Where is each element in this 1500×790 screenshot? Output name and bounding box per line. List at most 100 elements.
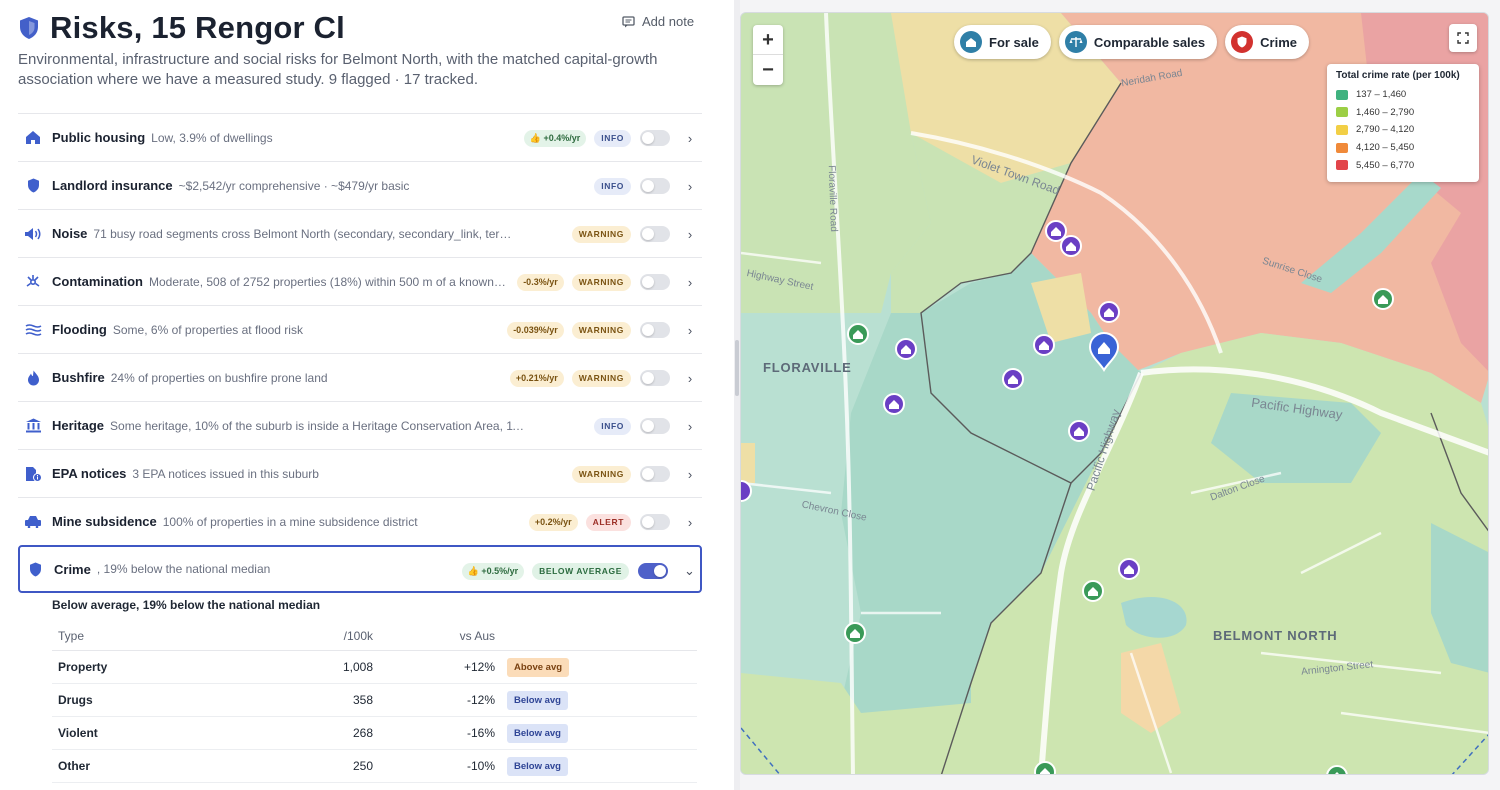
risk-row-contamination[interactable]: Contamination Moderate, 508 of 2752 prope…: [18, 257, 702, 305]
growth-pill: +0.21%/yr: [509, 369, 564, 387]
house-icon: [960, 31, 982, 53]
for-sale-marker[interactable]: [847, 323, 869, 345]
comparable-sale-marker[interactable]: [1068, 420, 1090, 442]
header-vs-aus: vs Aus: [459, 628, 495, 643]
crime-comparison-badge: Below avg: [507, 690, 568, 710]
chevron-right-icon[interactable]: ›: [687, 514, 693, 530]
chevron-right-icon[interactable]: ›: [687, 226, 693, 242]
map-layer-toggle[interactable]: [640, 226, 670, 242]
road-minor: [741, 251, 1488, 774]
risk-row-heritage[interactable]: Heritage Some heritage, 10% of the suburb…: [18, 401, 702, 449]
for-sale-marker[interactable]: [844, 622, 866, 644]
comparable-sale-marker[interactable]: [1118, 558, 1140, 580]
shield-icon: [26, 560, 44, 578]
chevron-right-icon[interactable]: ›: [687, 130, 693, 146]
legend-swatch: [1336, 124, 1348, 135]
risk-row-controls: -0.039%/yr WARNING ›: [507, 306, 694, 354]
comparable-sale-marker[interactable]: [1045, 220, 1067, 242]
risk-name: Bushfire: [52, 370, 105, 385]
map-layer-toggle[interactable]: [640, 178, 670, 194]
zoom-control: + −: [753, 25, 783, 85]
chevron-right-icon[interactable]: ›: [687, 274, 693, 290]
crime-table-row: Drugs 358 -12% Below avg: [52, 684, 697, 717]
legend-label: 4,120 – 5,450: [1356, 142, 1415, 154]
suburb-border: [920, 82, 1142, 484]
risk-row-epa-notices[interactable]: EPA notices 3 EPA notices issued in this …: [18, 449, 702, 497]
shield-icon: [1231, 31, 1254, 53]
chevron-right-icon[interactable]: ›: [687, 466, 693, 482]
risk-row-bushfire[interactable]: Bushfire 24% of properties on bushfire pr…: [18, 353, 702, 401]
comparable-sale-marker[interactable]: [883, 393, 905, 415]
for-sale-chip[interactable]: For sale: [954, 25, 1051, 59]
for-sale-marker[interactable]: [1372, 288, 1394, 310]
risk-description: Moderate, 508 of 2752 properties (18%) w…: [149, 274, 506, 289]
page-title: Risks, 15 Rengor Cl: [50, 10, 345, 45]
map-layer-toggle[interactable]: [640, 370, 670, 386]
risk-row-flooding[interactable]: Flooding Some, 6% of properties at flood …: [18, 305, 702, 353]
legend-item: 1,460 – 2,790: [1336, 104, 1470, 122]
risk-description: ~$2,542/yr comprehensive · ~$479/yr basi…: [178, 178, 410, 193]
crime-table-row: Property 1,008 +12% Above avg: [52, 651, 697, 684]
for-sale-marker[interactable]: [1326, 765, 1348, 775]
comparable-sale-marker[interactable]: [1060, 235, 1082, 257]
risk-name: Contamination: [52, 274, 143, 289]
chevron-right-icon[interactable]: ›: [687, 178, 693, 194]
risk-name: Public housing: [52, 130, 146, 145]
risk-row-mine-subsidence[interactable]: Mine subsidence 100% of properties in a m…: [18, 497, 702, 545]
chevron-down-icon[interactable]: ⌄: [684, 563, 695, 578]
map-layer-toggle[interactable]: [640, 514, 670, 530]
comparable-sale-marker[interactable]: [1002, 368, 1024, 390]
risk-row-crime[interactable]: Crime , 19% below the national median 👍 +0…: [18, 545, 702, 593]
crime-rate: 358: [352, 693, 373, 707]
fullscreen-button[interactable]: [1449, 24, 1477, 52]
crime-type: Drugs: [58, 693, 93, 707]
risk-row-noise[interactable]: Noise 71 busy road segments cross Belmont…: [18, 209, 702, 257]
map-layer-toggle[interactable]: [640, 418, 670, 434]
add-note-button[interactable]: Add note: [622, 14, 694, 29]
risk-description: , 19% below the national median: [96, 562, 271, 576]
for-sale-marker[interactable]: [1082, 580, 1104, 602]
add-note-label: Add note: [642, 14, 695, 29]
risk-row-landlord-insurance[interactable]: Landlord insurance ~$2,542/yr comprehensi…: [18, 161, 702, 209]
growth-pill: +0.2%/yr: [528, 513, 578, 531]
map-layer-toggle[interactable]: [640, 466, 670, 482]
risk-row-public-housing[interactable]: Public housing Low, 3.9% of dwellings 👍 +0…: [18, 113, 702, 161]
risk-row-controls: 👍 +0.5%/yr BELOW AVERAGE ⌄: [461, 547, 695, 595]
shield-icon: [24, 177, 42, 195]
header-type: Type: [58, 628, 85, 643]
map-layer-toggle[interactable]: [640, 130, 670, 146]
risk-row-controls: WARNING ›: [571, 450, 694, 498]
comparable-sale-marker[interactable]: [1098, 301, 1120, 323]
panel-splitter[interactable]: [734, 0, 740, 790]
for-sale-marker[interactable]: [1034, 761, 1056, 775]
chevron-right-icon[interactable]: ›: [687, 418, 693, 434]
chevron-right-icon[interactable]: ›: [687, 370, 693, 386]
comparable-sales-chip[interactable]: Comparable sales: [1058, 25, 1218, 59]
risk-name: Crime: [54, 561, 91, 577]
splitter-grip[interactable]: [735, 340, 739, 396]
map-layer-toggle[interactable]: [638, 563, 668, 579]
map[interactable]: FLORAVILLE BELMONT NORTH Pacific Highway…: [740, 12, 1489, 775]
zoom-in-button[interactable]: +: [753, 25, 783, 55]
comparable-sale-marker[interactable]: [895, 338, 917, 360]
crime-chip[interactable]: Crime: [1225, 25, 1309, 59]
risk-description: Low, 3.9% of dwellings: [151, 130, 273, 145]
comparable-sale-marker[interactable]: [1033, 334, 1055, 356]
crime-rate: 250: [352, 759, 373, 773]
risk-row-controls: WARNING ›: [571, 210, 694, 258]
map-layer-toggle[interactable]: [640, 274, 670, 290]
risk-level-badge: WARNING: [571, 321, 631, 339]
road-pacific-highway: [1038, 371, 1144, 774]
comparable-sale-marker[interactable]: [741, 480, 752, 502]
growth-pill: 👍 +0.4%/yr: [523, 129, 587, 147]
zoom-out-button[interactable]: −: [762, 59, 774, 81]
chevron-right-icon[interactable]: ›: [687, 322, 693, 338]
crime-table-row: Violent 268 -16% Below avg: [52, 717, 697, 750]
crime-legend: Total crime rate (per 100k) 137 – 1,460 1…: [1327, 64, 1479, 182]
waves-icon: [24, 321, 42, 339]
map-layer-toggle[interactable]: [640, 322, 670, 338]
for-sale-chip-label: For sale: [989, 34, 1039, 50]
crime-vs-aus: +12%: [463, 660, 495, 674]
subject-property-pin[interactable]: [1088, 332, 1120, 373]
risk-name: Landlord insurance: [52, 178, 173, 193]
